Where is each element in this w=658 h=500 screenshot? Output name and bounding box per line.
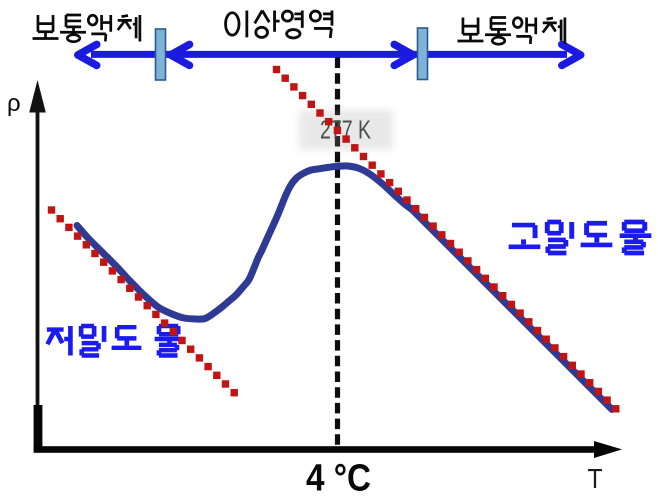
svg-text:ρ: ρ [7, 90, 21, 117]
svg-text:T: T [588, 463, 603, 494]
svg-text:4 °C: 4 °C [306, 458, 371, 500]
